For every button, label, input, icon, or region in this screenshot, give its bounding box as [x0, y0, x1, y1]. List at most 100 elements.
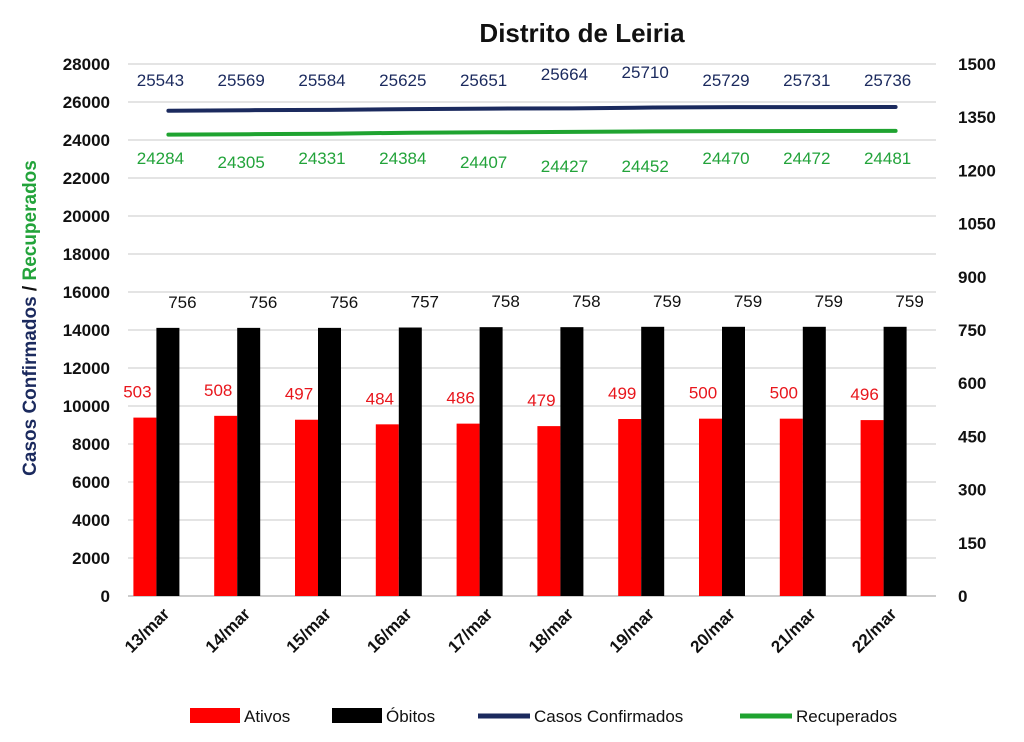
y-axis-label-confirmed: Casos Confirmados: [20, 296, 41, 475]
data-label-ativos: 497: [285, 385, 313, 404]
x-tick-label: 16/mar: [363, 604, 415, 656]
data-label-casos-confirmados: 25625: [379, 71, 426, 90]
y-axis-label-recovered: Recuperados: [20, 160, 41, 280]
data-label-obitos: 758: [491, 292, 519, 311]
data-label-obitos: 758: [572, 292, 600, 311]
data-label-recuperados: 24331: [298, 149, 345, 168]
data-label-casos-confirmados: 25736: [864, 71, 911, 90]
data-label-ativos: 500: [770, 384, 798, 403]
y-right-tick-label: 0: [958, 587, 967, 606]
bar-ativos: [537, 426, 561, 596]
bar-obitos: [156, 327, 180, 596]
data-label-obitos: 756: [249, 293, 277, 312]
data-label-ativos: 508: [204, 381, 232, 400]
data-label-casos-confirmados: 25710: [622, 63, 669, 82]
x-tick-label: 13/mar: [121, 604, 173, 656]
y-left-tick-label: 6000: [72, 473, 110, 492]
data-label-casos-confirmados: 25569: [218, 71, 265, 90]
data-label-casos-confirmados: 25729: [702, 71, 749, 90]
legend-label-ativos: Ativos: [244, 707, 290, 726]
chart-title: Distrito de Leiria: [479, 18, 685, 48]
y-left-tick-label: 22000: [63, 169, 110, 188]
data-label-casos-confirmados: 25543: [137, 71, 184, 90]
bar-obitos: [560, 327, 584, 596]
data-label-casos-confirmados: 25584: [298, 71, 345, 90]
data-label-ativos: 479: [527, 391, 555, 410]
line-casos-confirmados: [166, 105, 898, 113]
bar-obitos: [722, 326, 745, 596]
y-right-tick-label: 300: [958, 481, 986, 500]
bar-obitos: [398, 327, 422, 596]
right-axis: 0 150 300 450 600 750 900 1050 1200 1350 1500: [958, 55, 996, 606]
y-right-tick-label: 600: [958, 374, 986, 393]
data-label-ativos: 500: [689, 384, 717, 403]
data-label-recuperados: 24407: [460, 153, 507, 172]
data-label-casos-confirmados: 25651: [460, 71, 507, 90]
y-left-tick-label: 24000: [63, 131, 110, 150]
data-label-obitos: 759: [895, 292, 923, 311]
y-left-tick-label: 28000: [63, 55, 110, 74]
x-tick-label: 18/mar: [525, 604, 577, 656]
bar-ativos: [375, 424, 399, 596]
x-tick-label: 17/mar: [444, 604, 496, 656]
y-left-tick-label: 16000: [63, 283, 110, 302]
y-left-tick-label: 8000: [72, 435, 110, 454]
x-axis: 13/mar 14/mar 15/mar 16/mar 17/mar 18/mar 19/m…: [121, 604, 901, 656]
y-right-tick-label: 1200: [958, 161, 996, 180]
y-left-tick-label: 0: [101, 587, 110, 606]
left-axis: 0 2000 4000 6000 8000 10000 12000 14000 16000 180…: [63, 55, 110, 606]
y-left-tick-label: 18000: [63, 245, 110, 264]
y-right-tick-label: 150: [958, 534, 986, 553]
data-label-casos-confirmados: 25731: [783, 71, 830, 90]
x-tick-label: 22/mar: [848, 604, 900, 656]
legend-label-obitos: Óbitos: [386, 707, 435, 726]
data-label-recuperados: 24472: [783, 149, 830, 168]
bar-ativos: [860, 420, 884, 596]
legend-swatch-obitos: [332, 708, 382, 723]
y-right-tick-label: 1050: [958, 215, 996, 234]
legend: Ativos Óbitos Casos Confirmados Recuperados: [190, 707, 897, 726]
y-axis-label-separator: /: [20, 281, 41, 297]
data-label-obitos: 759: [734, 292, 762, 311]
data-label-obitos: 756: [168, 293, 196, 312]
data-label-ativos: 484: [366, 389, 394, 408]
line-recuperados: [166, 128, 898, 137]
x-tick-label: 19/mar: [606, 604, 658, 656]
bars: [133, 326, 907, 596]
y-left-tick-label: 12000: [63, 359, 110, 378]
data-label-obitos: 759: [815, 292, 843, 311]
x-tick-label: 21/mar: [767, 604, 819, 656]
bar-ativos: [618, 419, 642, 596]
data-label-recuperados: 24481: [864, 149, 911, 168]
data-label-obitos: 756: [330, 293, 358, 312]
data-label-obitos: 759: [653, 292, 681, 311]
y-right-tick-label: 450: [958, 427, 986, 446]
data-label-recuperados: 24427: [541, 157, 588, 176]
data-label-casos-confirmados: 25664: [541, 65, 588, 84]
bar-obitos: [479, 327, 503, 596]
x-tick-label: 20/mar: [687, 604, 739, 656]
bar-obitos: [641, 326, 665, 596]
y-right-tick-label: 1350: [958, 108, 996, 127]
y-right-tick-label: 1500: [958, 55, 996, 74]
y-left-tick-label: 14000: [63, 321, 110, 340]
bar-obitos: [318, 327, 341, 596]
x-tick-label: 14/mar: [202, 604, 254, 656]
y-left-tick-label: 26000: [63, 93, 110, 112]
data-labels: 503 508 497 484 486 479 499 500 500 496 756 756 756 7…: [123, 63, 924, 410]
y-left-tick-label: 4000: [72, 511, 110, 530]
lines: [166, 105, 898, 137]
bar-ativos: [214, 415, 238, 596]
legend-label-recuperados: Recuperados: [796, 707, 897, 726]
y-axis-label: Casos Confirmados / Recuperados: [20, 160, 41, 476]
legend-label-casos-confirmados: Casos Confirmados: [534, 707, 683, 726]
bar-ativos: [699, 418, 722, 596]
bar-obitos: [883, 326, 907, 596]
bar-obitos: [802, 326, 826, 596]
data-label-recuperados: 24384: [379, 149, 426, 168]
data-label-recuperados: 24452: [622, 157, 669, 176]
data-label-ativos: 499: [608, 384, 636, 403]
bar-ativos: [133, 417, 157, 596]
data-label-recuperados: 24284: [137, 149, 184, 168]
grid: [128, 63, 936, 597]
